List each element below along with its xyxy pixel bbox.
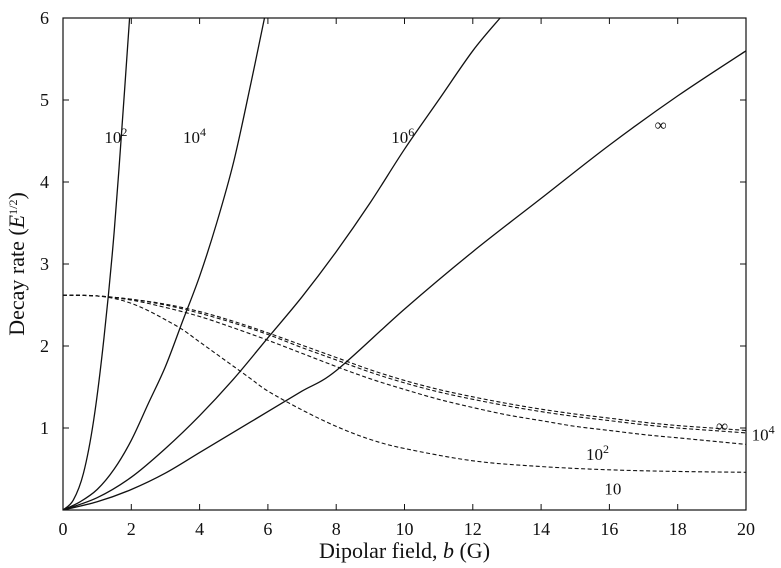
series-line-dashed-10-2 [63, 294, 746, 445]
curve-label: 106 [391, 125, 414, 147]
curve-label: ∞ [716, 417, 728, 436]
series-line-solid-10-2 [63, 18, 131, 510]
x-tick-label: 4 [195, 519, 204, 539]
curve-label: 102 [104, 125, 127, 147]
x-tick-label: 18 [669, 519, 687, 539]
series-line-solid-10-6 [63, 18, 501, 510]
series-line-dashed-10 [63, 294, 746, 473]
series-line-dashed-inf [63, 294, 746, 432]
axis-labels: Dipolar field, b (G) Decay rate (E1/2) [4, 192, 490, 563]
y-axis-title: Decay rate (E1/2) [4, 192, 29, 336]
series-line-solid-10-4 [63, 18, 266, 510]
x-axis-title: Dipolar field, b (G) [319, 538, 490, 563]
curve-labels: 102 104 106 ∞ ∞ 104 102 10 [104, 116, 774, 499]
y-tick-label: 6 [40, 8, 49, 28]
y-tick-label: 5 [40, 90, 49, 110]
curve-label: 102 [586, 442, 609, 464]
series-line-solid-inf [63, 50, 746, 510]
curve-label: 104 [183, 125, 206, 147]
curve-label: 104 [752, 423, 775, 445]
y-tick-label: 2 [40, 336, 49, 356]
series-line-dashed-10-4 [63, 294, 746, 434]
x-tick-label: 6 [263, 519, 272, 539]
plot-frame [62, 17, 747, 511]
x-tick-label: 16 [600, 519, 618, 539]
curve-label: 10 [604, 480, 621, 499]
x-tick-label: 14 [532, 519, 550, 539]
y-tick-label: 1 [40, 418, 49, 438]
y-tick-label: 4 [40, 172, 49, 192]
series-group [63, 18, 746, 510]
x-tick-label: 20 [737, 519, 755, 539]
x-tick-label: 12 [464, 519, 482, 539]
y-tick-label: 3 [40, 254, 49, 274]
x-tick-label: 8 [332, 519, 341, 539]
x-tick-label: 2 [127, 519, 136, 539]
x-tick-label: 0 [59, 519, 68, 539]
curve-label: ∞ [655, 116, 667, 135]
x-tick-label: 10 [396, 519, 414, 539]
